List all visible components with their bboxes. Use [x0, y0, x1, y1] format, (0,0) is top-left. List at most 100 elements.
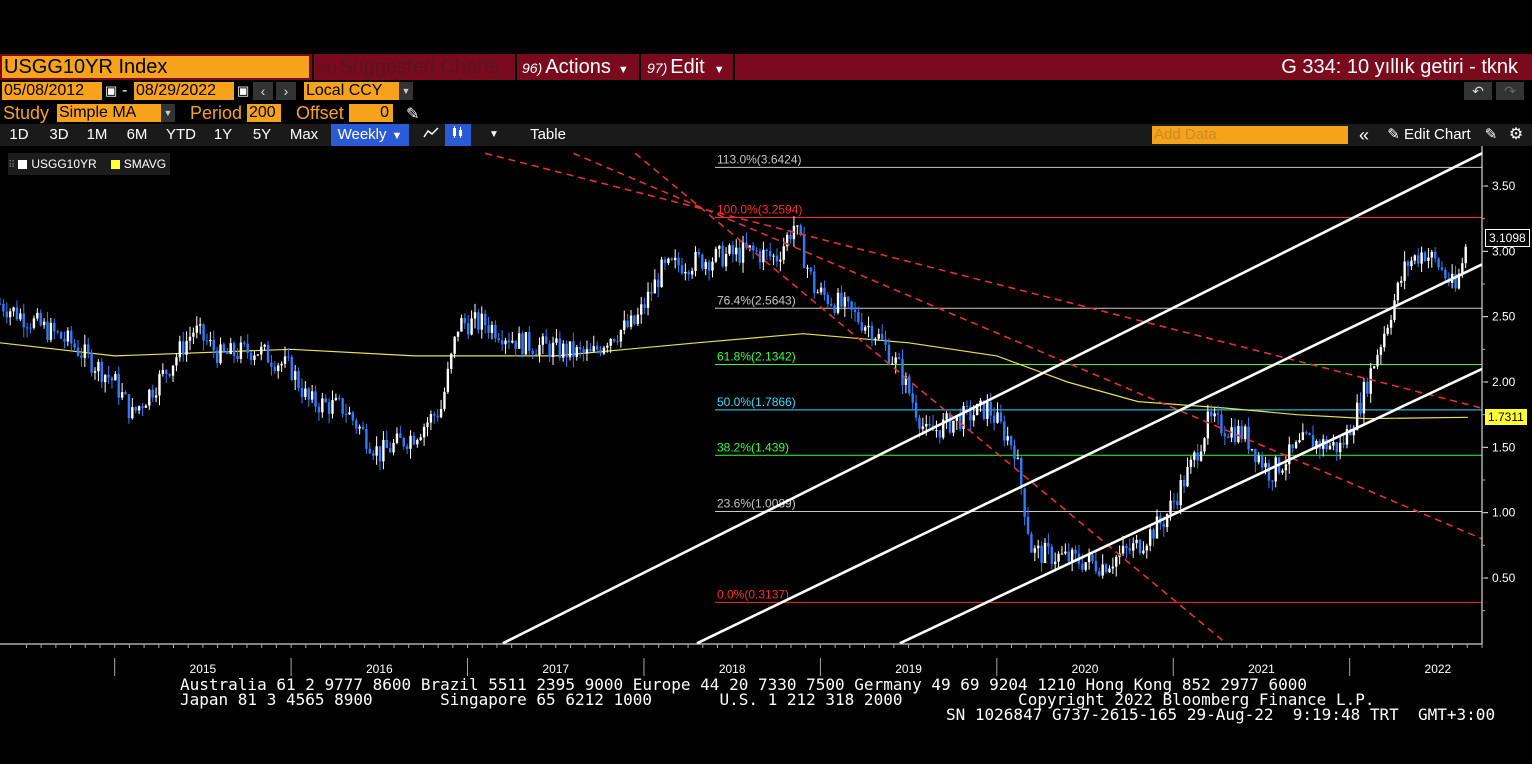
edit-chart-button[interactable]: ✎ Edit Chart [1380, 124, 1478, 146]
line-chart-icon[interactable] [420, 124, 442, 146]
calendar-icon[interactable]: ▣ [105, 83, 118, 98]
price-candle-body [887, 344, 891, 364]
price-candle-body [49, 322, 53, 340]
price-candle-body [87, 344, 90, 353]
price-candle-body [517, 333, 521, 349]
price-candle-body [948, 413, 952, 433]
price-candle-body [1199, 451, 1203, 461]
chart-legend: ⠿ USGG10YR SMAVG [8, 153, 170, 175]
chevron-down-icon[interactable]: ▼ [161, 104, 175, 122]
offset-input[interactable]: 0 [349, 104, 393, 122]
price-candle-body [290, 356, 293, 380]
actions-menu[interactable]: 96) Actions ▼ [522, 54, 629, 80]
fib-level-label: 61.8%(2.1342) [717, 349, 796, 363]
period-button-1m[interactable]: 1M [86, 126, 108, 143]
price-candle-body [1220, 414, 1223, 434]
candlestick-icon[interactable] [445, 124, 471, 146]
frequency-select[interactable]: Weekly ▼ [331, 124, 409, 146]
period-input[interactable]: 200 [247, 104, 281, 122]
price-candle-body [1400, 280, 1403, 283]
price-candle-body [755, 250, 758, 252]
price-chart[interactable]: 113.0%(3.6424) 100.0%(3.2594) 76.4%(2.5643… [0, 146, 1532, 676]
add-data-input[interactable]: Add Data [1152, 126, 1348, 144]
ticker-field[interactable]: USGG10YR Index [2, 56, 309, 78]
calendar-icon[interactable]: ▣ [237, 83, 250, 98]
currency-select[interactable]: Local CCY [304, 82, 399, 100]
legend-swatch [110, 160, 120, 169]
price-candle-body [1043, 542, 1047, 563]
price-candle-body [385, 439, 388, 449]
price-candle-body [1026, 516, 1030, 534]
dropdown-arrow-icon: ▼ [391, 130, 403, 142]
price-candle-body [361, 426, 365, 429]
price-candle-body [823, 287, 826, 295]
price-candle-body [1152, 529, 1155, 539]
price-candle-body [22, 313, 25, 328]
price-candle-body [426, 422, 429, 427]
chevron-down-icon[interactable]: ▼ [489, 129, 499, 140]
price-candle-body [158, 373, 161, 396]
period-button-ytd[interactable]: YTD [166, 126, 196, 143]
end-date-field[interactable]: 08/29/2022 [134, 82, 234, 100]
period-button-1d[interactable]: 1D [9, 126, 29, 143]
period-button-max[interactable]: Max [289, 126, 319, 143]
price-candle-body [731, 245, 735, 255]
price-candle-body [707, 261, 711, 271]
legend-drag-icon[interactable]: ⠿ [8, 160, 16, 171]
price-candle-body [212, 339, 215, 351]
start-date-field[interactable]: 05/08/2012 [2, 82, 102, 100]
channel-trend-line[interactable] [899, 367, 1483, 645]
fan-trend-line[interactable] [573, 152, 1483, 540]
fan-trend-line[interactable] [634, 152, 1227, 644]
chevron-down-icon[interactable]: ▼ [399, 82, 413, 100]
price-candle-body [467, 323, 470, 335]
fan-trend-line[interactable] [484, 152, 1483, 409]
pencil-icon[interactable]: ✎ [406, 106, 420, 123]
price-candle-body [646, 291, 650, 308]
chart-settings-icon[interactable]: ✎ [1484, 126, 1498, 143]
price-candle-body [1006, 436, 1009, 441]
price-candle-body [429, 414, 433, 423]
price-candle-body [952, 420, 955, 433]
price-candle-body [935, 430, 938, 432]
period-button-6m[interactable]: 6M [126, 126, 148, 143]
price-candle-body [198, 324, 202, 326]
study-select[interactable]: Simple MA [57, 104, 161, 122]
y-tick-label: 0.50 [1492, 571, 1516, 585]
edit-menu[interactable]: 97) Edit ▼ [647, 54, 725, 80]
price-candle-body [195, 325, 198, 333]
channel-trend-line[interactable] [502, 152, 1483, 645]
period-button-1y[interactable]: 1Y [213, 126, 233, 143]
period-button-5y[interactable]: 5Y [252, 126, 272, 143]
channel-trend-line[interactable] [696, 263, 1483, 645]
price-candle-body [1087, 554, 1091, 563]
price-candle-body [331, 400, 334, 414]
edit-chart-label: Edit Chart [1404, 126, 1471, 143]
price-candle-body [141, 406, 144, 408]
undo-icon[interactable]: ↶ [1464, 82, 1492, 100]
price-candle-body [711, 261, 714, 271]
legend-item-smavg[interactable]: SMAVG [123, 157, 167, 171]
price-candle-body [134, 406, 137, 411]
price-candle-body [1260, 455, 1264, 468]
collapse-icon[interactable]: « [1358, 125, 1369, 145]
prev-range-button[interactable]: ‹ [253, 82, 273, 100]
period-button-3d[interactable]: 3D [49, 126, 69, 143]
table-button[interactable]: Table [530, 126, 566, 143]
next-range-button[interactable]: › [276, 82, 296, 100]
suggested-charts-menu[interactable]: 94) Suggested Charts [316, 54, 499, 80]
price-candle-body [877, 334, 880, 339]
footer-contacts-line2: Japan 81 3 4565 8900 Singapore 65 6212 1… [180, 690, 1375, 709]
redo-icon[interactable]: ↷ [1496, 82, 1524, 100]
price-candle-body [575, 347, 578, 357]
y-tick-label: 1.00 [1492, 506, 1516, 520]
price-candle-body [39, 312, 42, 326]
price-candle-body [409, 435, 412, 449]
price-candle-body [521, 333, 524, 355]
price-candle-body [388, 448, 392, 453]
legend-item-usgg10yr[interactable]: USGG10YR [31, 157, 97, 171]
gear-icon[interactable]: ⚙ [1508, 126, 1524, 143]
x-tick-label: 2021 [1248, 662, 1275, 676]
price-candle-body [192, 332, 195, 337]
price-candle-body [1111, 566, 1115, 569]
